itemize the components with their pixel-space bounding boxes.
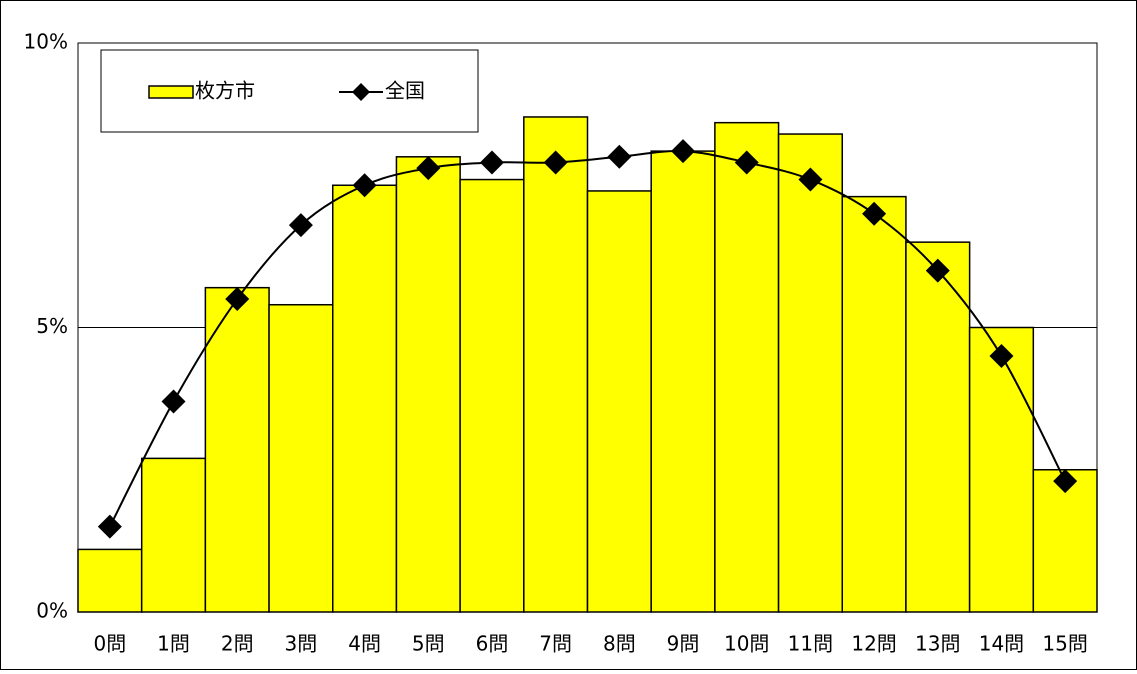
bar [523, 116, 589, 613]
marker [288, 213, 313, 238]
marker [798, 167, 823, 192]
marker [352, 173, 377, 198]
x-tick-label: 0問 [93, 632, 126, 656]
x-tick-label: 8問 [603, 632, 636, 656]
bar [77, 548, 143, 613]
x-tick-label: 4問 [348, 632, 381, 656]
bar [140, 457, 207, 613]
x-tick-label: 14問 [979, 632, 1024, 656]
bar [459, 178, 525, 613]
bar [204, 286, 270, 613]
bar [968, 326, 1035, 613]
x-tick-label: 1問 [157, 632, 190, 656]
y-tick-label: 5% [36, 314, 68, 338]
marker [734, 150, 759, 175]
marker [543, 150, 568, 175]
x-tick-label: 13問 [915, 632, 960, 656]
y-tick-label: 10% [24, 30, 68, 54]
x-tick-label: 15問 [1042, 632, 1087, 656]
marker [416, 156, 441, 181]
marker [607, 144, 632, 169]
x-tick-label: 2問 [221, 632, 254, 656]
marker [1053, 469, 1078, 494]
bar [268, 303, 334, 613]
bar [650, 150, 716, 613]
marker [161, 389, 186, 414]
bar [395, 156, 461, 613]
marker [925, 258, 950, 283]
x-tick-label: 3問 [285, 632, 318, 656]
marker [671, 139, 696, 164]
bar [714, 121, 780, 613]
x-tick-label: 12問 [851, 632, 896, 656]
y-tick-label: 0% [36, 599, 68, 623]
marker [97, 514, 122, 539]
marker [989, 343, 1014, 368]
legend-swatch [148, 85, 194, 99]
bar [586, 190, 652, 613]
plot-border [77, 42, 1098, 613]
x-tick-label: 9問 [667, 632, 700, 656]
bar [777, 133, 843, 613]
legend-marker [352, 83, 370, 101]
bar [841, 195, 907, 613]
legend-label: 枚方市 [195, 79, 255, 103]
marker [479, 150, 504, 175]
x-tick-label: 6問 [476, 632, 509, 656]
line [108, 149, 1067, 528]
marker [862, 201, 887, 226]
bar [332, 184, 398, 613]
marker [225, 287, 250, 312]
x-tick-label: 10問 [724, 632, 769, 656]
x-tick-label: 5問 [412, 632, 445, 656]
x-tick-label: 11問 [788, 632, 833, 656]
x-tick-label: 7問 [539, 632, 572, 656]
legend-label: 全国 [385, 79, 425, 103]
